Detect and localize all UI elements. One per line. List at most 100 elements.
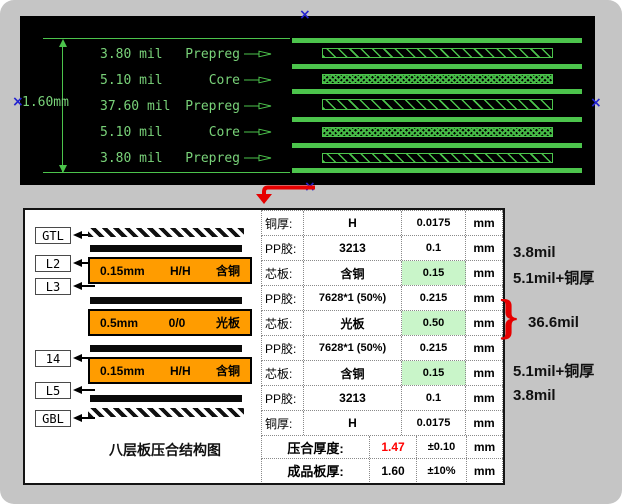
annotation-top-core: 5.1mil+铜厚	[513, 270, 595, 287]
row-number: 0.215	[402, 286, 466, 310]
layer-thickness: 37.60 mil	[100, 98, 171, 114]
layer-material: Core	[208, 72, 240, 88]
core-type: 含铜	[215, 364, 240, 378]
row-number: 0.0175	[402, 211, 466, 235]
red-brace-icon: }	[499, 289, 519, 344]
prepreg-layer-bar	[322, 153, 553, 163]
leader-arrow-icon	[244, 102, 272, 110]
table-row: PP胶: 7628*1 (50%) 0.215 mm	[261, 336, 503, 361]
row-value: 7628*1 (50%)	[304, 286, 402, 310]
row-unit: mm	[466, 411, 503, 435]
copper-layer-bar	[292, 89, 582, 94]
table-row: PP胶: 3213 0.1 mm	[261, 236, 503, 261]
leader-arrow-icon	[244, 128, 272, 136]
summary-row-pressed-thickness: 压合厚度: 1.47 ±0.10 mm	[261, 436, 503, 459]
copper-foil-bar	[90, 395, 242, 402]
copper-layer-bar	[292, 38, 582, 43]
summary-label: 成品板厚:	[262, 459, 370, 482]
table-row: 芯板: 含铜 0.15 mm	[261, 361, 503, 386]
copper-layer-bar	[292, 143, 582, 148]
core-board-bar: 0.15mm H/H 含铜	[88, 357, 252, 384]
table-row: 芯板: 含铜 0.15 mm	[261, 261, 503, 286]
row-label: PP胶:	[262, 286, 304, 310]
summary-unit: mm	[467, 436, 503, 458]
row-number-highlighted: 0.15	[402, 261, 466, 285]
table-row: PP胶: 3213 0.1 mm	[261, 386, 503, 411]
summary-tolerance: ±0.10	[417, 436, 467, 458]
row-label: 铜厚:	[262, 411, 304, 435]
layer-label-l3: L3	[35, 278, 71, 295]
x-marker-icon: ×	[299, 7, 311, 23]
row-value: H	[304, 211, 402, 235]
layer-thickness: 3.80 mil	[100, 46, 163, 62]
dimension-top-line	[43, 38, 290, 39]
pointer-arrow-icon	[73, 386, 95, 394]
layer-label-gtl: GTL	[35, 227, 71, 244]
row-value: 含铜	[304, 261, 402, 285]
row-number-highlighted: 0.50	[402, 311, 466, 335]
summary-value: 1.60	[370, 459, 417, 482]
pointer-arrow-icon	[73, 282, 95, 290]
core-layer-bar	[322, 127, 553, 137]
summary-row-finished-thickness: 成品板厚: 1.60 ±10% mm	[261, 459, 503, 482]
copper-layer-bar	[292, 117, 582, 122]
row-value: 3213	[304, 236, 402, 260]
row-number: 0.0175	[402, 411, 466, 435]
layer-label-gbl: GBL	[35, 410, 71, 427]
prepreg-hatch-bar	[88, 228, 244, 237]
cad-layer-row: 3.80 mil Prepreg	[100, 150, 300, 166]
cad-stackup-panel: 1.60mm 3.80 mil Prepreg 5.10 mil Core 37.6…	[20, 16, 595, 185]
annotation-middle-total: 36.6mil	[528, 314, 579, 331]
core-thickness: 0.5mm	[100, 315, 139, 330]
table-row: 铜厚: H 0.0175 mm	[261, 411, 503, 436]
row-number: 0.1	[402, 386, 466, 410]
diagram-caption: 八层板压合结构图	[109, 442, 221, 458]
layer-label-l4: 14	[35, 350, 71, 367]
row-unit: mm	[466, 236, 503, 260]
layer-material: Prepreg	[185, 46, 240, 62]
layer-thickness: 5.10 mil	[100, 124, 163, 140]
stackup-table: 铜厚: H 0.0175 mm PP胶: 3213 0.1 mm 芯板: 含铜 …	[261, 210, 503, 483]
cad-layer-row: 5.10 mil Core	[100, 72, 300, 88]
row-value: 7628*1 (50%)	[304, 336, 402, 360]
lamination-structure-panel: GTL L2 L3 14 L5 GBL 0.15mm H/H 含铜 0.5mm …	[23, 208, 505, 485]
dimension-arrow-down-icon	[59, 165, 67, 173]
core-board-bar: 0.5mm 0/0 光板	[88, 309, 252, 336]
summary-value: 1.47	[370, 436, 417, 458]
core-board-bar: 0.15mm H/H 含铜	[88, 257, 252, 284]
x-marker-icon: ×	[590, 95, 602, 111]
layer-thickness: 5.10 mil	[100, 72, 163, 88]
row-unit: mm	[466, 311, 503, 335]
copper-layer-bar	[292, 168, 582, 173]
dimension-vertical-line	[62, 41, 63, 172]
red-elbow-arrow-icon	[256, 185, 315, 204]
pointer-arrow-icon	[73, 414, 95, 422]
copper-foil-bar	[90, 245, 242, 252]
copper-foil-bar	[90, 297, 242, 304]
layer-material: Prepreg	[185, 98, 240, 114]
leader-arrow-icon	[244, 76, 272, 84]
layer-thickness: 3.80 mil	[100, 150, 163, 166]
row-unit: mm	[466, 286, 503, 310]
board-thickness-label: 1.60mm	[22, 95, 69, 110]
x-marker-icon: ×	[12, 94, 24, 110]
row-number-highlighted: 0.15	[402, 361, 466, 385]
annotation-bottom-prepreg: 3.8mil	[513, 387, 556, 404]
core-thickness: 0.15mm	[100, 363, 145, 378]
table-row: 芯板: 光板 0.50 mm	[261, 311, 503, 336]
row-label: 铜厚:	[262, 211, 304, 235]
cad-layer-row: 5.10 mil Core	[100, 124, 300, 140]
row-unit: mm	[466, 211, 503, 235]
row-number: 0.215	[402, 336, 466, 360]
prepreg-layer-bar	[322, 48, 553, 58]
summary-unit: mm	[467, 459, 503, 482]
row-label: PP胶:	[262, 236, 304, 260]
cad-layer-row: 3.80 mil Prepreg	[100, 46, 300, 62]
core-copper-weight: H/H	[170, 263, 191, 278]
dimension-bottom-line	[43, 172, 290, 173]
leader-arrow-icon	[244, 154, 272, 162]
row-number: 0.1	[402, 236, 466, 260]
copper-foil-bar	[90, 345, 242, 352]
row-value: 光板	[304, 311, 402, 335]
